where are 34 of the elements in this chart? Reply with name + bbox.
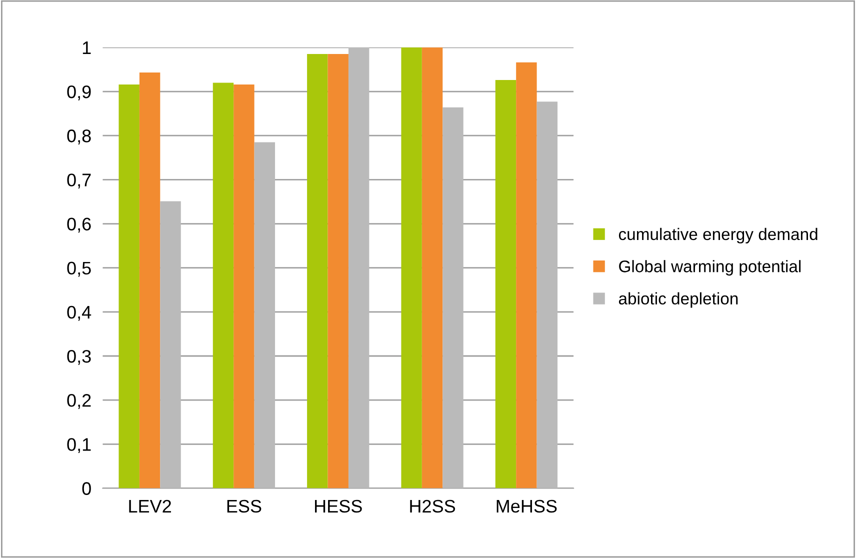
- bar: [118, 84, 140, 488]
- bar: [422, 47, 443, 488]
- bar: [160, 201, 181, 488]
- bar: [442, 107, 464, 488]
- bar: [307, 54, 328, 488]
- y-tick-label: 0,9: [67, 85, 91, 100]
- x-tick-label: LEV2: [129, 500, 171, 512]
- bar: [495, 80, 516, 488]
- legend-label: Global warming potential: [619, 260, 801, 276]
- y-tick-label: 1: [82, 42, 91, 54]
- y-tick-label: 0,1: [67, 438, 91, 454]
- y-tick-label: 0,5: [67, 262, 91, 277]
- y-tick-label: 0: [82, 482, 91, 495]
- y-tick-label: 0,7: [67, 174, 91, 189]
- y-tick-label: 0,6: [67, 218, 91, 233]
- y-tick-label: 0,4: [67, 306, 92, 321]
- bar: [536, 102, 558, 488]
- legend-label: cumulative energy demand: [618, 228, 818, 244]
- x-tick-label: MeHSS: [496, 500, 557, 513]
- bar: [516, 62, 537, 488]
- legend-label: abiotic depletion: [618, 292, 738, 308]
- bar: [401, 47, 422, 488]
- bar: [254, 142, 276, 488]
- x-tick-label: H2SS: [410, 500, 456, 513]
- x-tick-label: ESS: [227, 500, 262, 513]
- y-tick-label: 0,8: [67, 130, 91, 144]
- x-tick-label: HESS: [315, 500, 362, 513]
- y-tick-label: 0,2: [67, 394, 91, 409]
- bar: [212, 82, 234, 488]
- bar: [234, 84, 254, 488]
- bar: [328, 54, 348, 488]
- bar: [348, 47, 370, 488]
- y-tick-label: 0,3: [67, 350, 91, 365]
- bar: [139, 72, 160, 488]
